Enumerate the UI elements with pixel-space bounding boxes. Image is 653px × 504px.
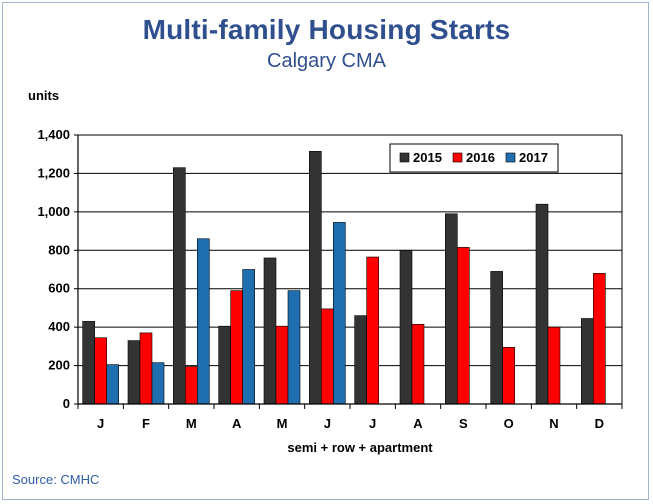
legend: 2015 2016 2017 <box>389 143 559 173</box>
bar-2016-10 <box>547 326 561 405</box>
legend-label-2016: 2016 <box>466 150 495 165</box>
bar-2015-11 <box>581 318 594 405</box>
bar-2015-6 <box>354 315 367 405</box>
x-tick-label: M <box>186 416 197 431</box>
y-tick-label: 0 <box>63 396 70 411</box>
bar-2016-0 <box>94 337 107 405</box>
y-tick-label: 1,200 <box>37 165 70 180</box>
legend-swatch-2015 <box>399 152 410 163</box>
bar-2016-3 <box>230 290 243 405</box>
bar-2016-11 <box>593 273 606 405</box>
y-tick-labels: 0 200 400 600 800 1,000 1,200 1,400 <box>37 127 70 411</box>
bar-2015-10 <box>535 203 549 405</box>
bar-2015-4 <box>263 257 277 405</box>
bar-2016-1 <box>139 332 153 405</box>
bar-2017-5 <box>333 222 346 405</box>
x-tick-label: F <box>142 416 150 431</box>
bar-2016-5 <box>321 308 334 405</box>
legend-label-2017: 2017 <box>519 150 548 165</box>
legend-label-2015: 2015 <box>413 150 442 165</box>
bar-2016-9 <box>502 347 515 405</box>
bars <box>82 151 606 405</box>
x-tick-label: J <box>369 416 376 431</box>
gridlines <box>78 134 622 367</box>
chart-title: Multi-family Housing Starts <box>142 14 511 45</box>
bar-2015-8 <box>445 213 458 405</box>
bar-2016-7 <box>411 323 425 405</box>
bar-2016-2 <box>185 366 198 405</box>
x-tick-label: M <box>277 416 288 431</box>
x-tick-label: O <box>504 416 514 431</box>
y-tick-label: 400 <box>48 319 70 334</box>
x-tick-label: J <box>97 416 104 431</box>
bar-2017-4 <box>287 290 301 405</box>
y-tick-label: 1,000 <box>37 204 70 219</box>
x-tick-label: N <box>549 416 558 431</box>
bar-2017-1 <box>151 362 165 405</box>
y-tick-label: 1,400 <box>37 127 70 142</box>
x-tick-label: S <box>459 416 468 431</box>
bar-2015-3 <box>218 325 231 405</box>
x-tick-label: A <box>232 416 242 431</box>
bar-2016-4 <box>275 325 289 405</box>
axes <box>74 134 623 409</box>
x-axis-label: semi + row + apartment <box>287 440 433 455</box>
bar-2017-3 <box>242 269 255 405</box>
legend-box <box>389 143 559 173</box>
y-axis-label: units <box>28 88 60 103</box>
legend-swatch-2017 <box>505 152 516 163</box>
bar-2015-5 <box>309 151 322 405</box>
bar-2015-0 <box>82 321 95 405</box>
y-tick-label: 200 <box>48 358 70 373</box>
bar-2015-1 <box>127 340 141 405</box>
bar-2015-7 <box>399 249 413 405</box>
y-tick-label: 600 <box>48 281 70 296</box>
x-tick-label: D <box>595 416 604 431</box>
bar-2015-9 <box>490 271 503 405</box>
chart-subtitle: Calgary CMA <box>267 50 386 72</box>
legend-swatch-2016 <box>452 152 463 163</box>
bar-2016-8 <box>457 247 470 405</box>
bar-2016-6 <box>366 256 379 405</box>
x-tick-label: J <box>324 416 331 431</box>
bar-2017-2 <box>197 238 210 405</box>
source-note: Source: CMHC <box>12 472 100 487</box>
x-tick-label: A <box>413 416 423 431</box>
y-tick-label: 800 <box>48 242 70 257</box>
bar-2015-2 <box>173 167 186 405</box>
bar-2017-0 <box>106 364 119 405</box>
